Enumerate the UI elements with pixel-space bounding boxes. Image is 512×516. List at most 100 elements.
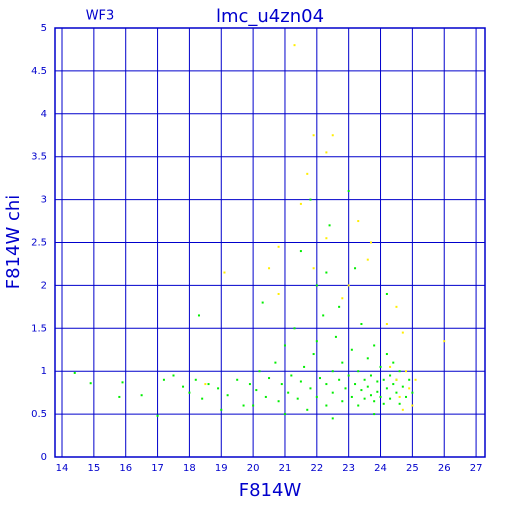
x-tick-label: 20 (247, 463, 260, 474)
point (331, 134, 334, 137)
point (194, 378, 197, 381)
y-axis-label: F814W chi (3, 195, 24, 290)
point (325, 151, 328, 154)
point (268, 267, 271, 270)
point (325, 404, 328, 407)
point (299, 202, 302, 205)
point (296, 397, 299, 400)
point (376, 380, 379, 383)
point (366, 258, 369, 261)
y-tick-label: 3.5 (31, 152, 47, 163)
x-tick-label: 27 (470, 463, 483, 474)
point (204, 383, 207, 386)
point (331, 417, 334, 420)
point (283, 413, 286, 416)
point (277, 400, 280, 403)
point (312, 134, 315, 137)
point (401, 408, 404, 411)
point (287, 391, 290, 394)
chart-title: lmc_u4zn04 (216, 6, 324, 27)
point (261, 301, 264, 304)
point (385, 292, 388, 295)
point (89, 382, 92, 385)
point (331, 370, 334, 373)
point (405, 370, 408, 373)
point (306, 408, 309, 411)
point (344, 387, 347, 390)
point (405, 395, 408, 398)
y-tick-label: 3 (41, 195, 47, 206)
point (369, 241, 372, 244)
point (312, 267, 315, 270)
point (354, 383, 357, 386)
point (309, 387, 312, 390)
point (268, 377, 271, 380)
point (162, 378, 165, 381)
point (331, 391, 334, 394)
point (338, 305, 341, 308)
point (401, 385, 404, 388)
point (369, 374, 372, 377)
point (395, 378, 398, 381)
point (408, 378, 411, 381)
point (242, 404, 245, 407)
point (334, 335, 337, 338)
point (389, 365, 392, 368)
point (373, 413, 376, 416)
point (140, 394, 143, 397)
point (414, 378, 417, 381)
x-tick-label: 21 (279, 463, 292, 474)
point (408, 387, 411, 390)
point (290, 374, 293, 377)
plot-frame (54, 27, 486, 458)
point (223, 271, 226, 274)
point (357, 404, 360, 407)
point (325, 271, 328, 274)
point (201, 397, 204, 400)
point (121, 381, 124, 384)
x-tick-label: 22 (310, 463, 323, 474)
x-tick-label: 24 (374, 463, 387, 474)
point (341, 400, 344, 403)
point (252, 404, 255, 407)
point (379, 395, 382, 398)
point (347, 284, 350, 287)
chart-subtitle: WF3 (86, 9, 115, 24)
point (385, 323, 388, 326)
point (382, 378, 385, 381)
point (315, 395, 318, 398)
point (299, 250, 302, 253)
x-tick-label: 15 (87, 463, 100, 474)
point (363, 378, 366, 381)
point (369, 394, 372, 397)
point (172, 374, 175, 377)
point (379, 365, 382, 368)
point (392, 361, 395, 364)
point (395, 391, 398, 394)
point (274, 361, 277, 364)
x-tick-label: 16 (119, 463, 132, 474)
y-tick-label: 4.5 (31, 66, 47, 77)
point (360, 323, 363, 326)
point (411, 391, 414, 394)
point (357, 220, 360, 223)
point (341, 297, 344, 300)
point (350, 348, 353, 351)
point (277, 245, 280, 248)
x-axis-label: F814W (239, 480, 302, 501)
point (315, 284, 318, 287)
point (322, 314, 325, 317)
point (280, 383, 283, 386)
point (220, 408, 223, 411)
point (328, 224, 331, 227)
point (443, 340, 446, 343)
point (338, 378, 341, 381)
point (401, 331, 404, 334)
point (258, 370, 261, 373)
point (347, 190, 350, 193)
point (360, 389, 363, 392)
point (366, 385, 369, 388)
point (319, 377, 322, 380)
point (325, 383, 328, 386)
point (341, 361, 344, 364)
